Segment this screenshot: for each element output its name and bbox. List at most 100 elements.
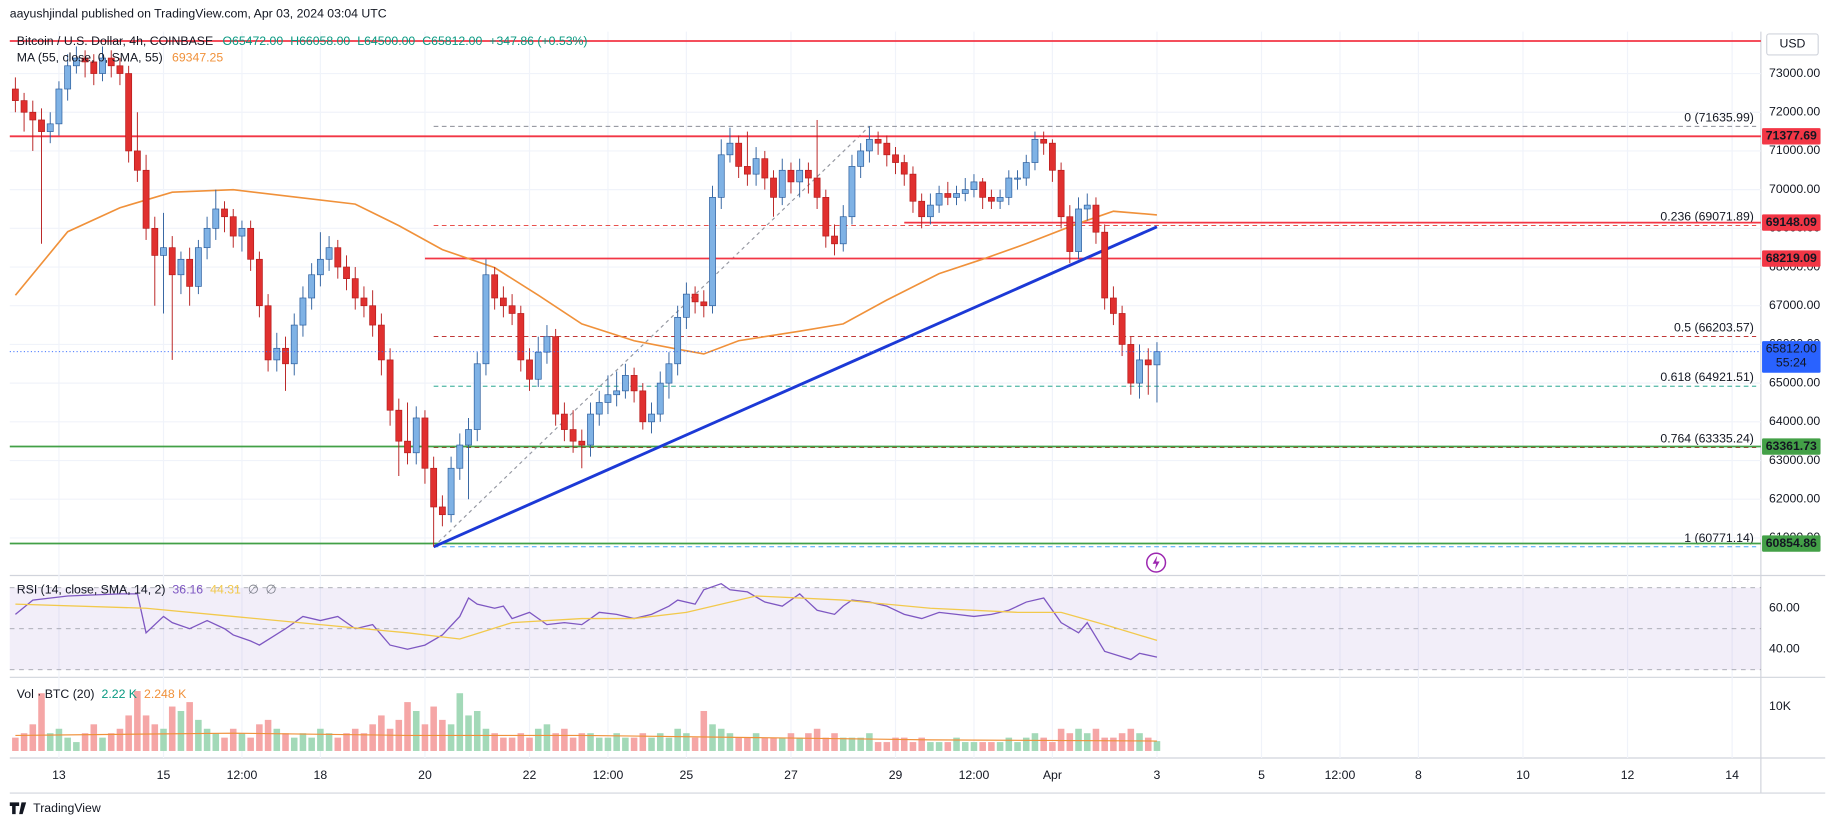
x-tick-label: 18 — [314, 768, 328, 782]
candle-body — [752, 158, 760, 175]
volume-bar — [90, 724, 98, 751]
legend-value: 2.248 K — [144, 687, 187, 701]
fib-label: 1 (60771.14) — [1684, 531, 1754, 545]
y-tick-label: 60.00 — [1769, 600, 1800, 614]
ma-label: MA (55, close, 0, SMA, 55) — [17, 51, 163, 65]
x-tick-label: 13 — [52, 768, 66, 782]
candle-body — [247, 227, 255, 260]
volume-bar — [970, 742, 978, 751]
candle-body — [804, 169, 812, 179]
candle-body — [1031, 138, 1039, 163]
x-tick-label: 12:00 — [959, 768, 990, 782]
y-tick-label: 73000.00 — [1769, 66, 1820, 80]
volume-bar — [264, 719, 272, 751]
candle-body — [865, 138, 873, 152]
volume-bar — [299, 733, 307, 751]
volume-bar — [151, 724, 159, 751]
volume-bar — [1057, 728, 1065, 751]
volume-bar — [648, 737, 655, 751]
candle-body — [325, 247, 333, 260]
y-tick-label: 40.00 — [1769, 641, 1800, 655]
volume-bar — [866, 733, 873, 751]
volume-bar — [20, 733, 28, 751]
x-tick-label: 10 — [1516, 768, 1530, 782]
candle-body — [1092, 204, 1100, 233]
publish-note: aayushjindal published on TradingView.co… — [10, 6, 387, 20]
candle-body — [499, 297, 507, 307]
candle-body — [665, 363, 673, 384]
candle-body — [822, 197, 830, 237]
candle-body — [1109, 297, 1117, 314]
volume-bar — [282, 733, 289, 751]
volume-bar — [578, 733, 586, 751]
x-tick-label: 12:00 — [227, 768, 258, 782]
candle-body — [282, 347, 289, 365]
y-tick-label: 67000.00 — [1769, 298, 1820, 312]
x-tick-label: 27 — [784, 768, 798, 782]
volume-bar — [508, 737, 516, 751]
current-price-label: 65812.00 — [1766, 342, 1817, 356]
candle-body — [194, 247, 202, 287]
volume-bar — [1005, 737, 1013, 751]
candle-body — [543, 336, 551, 353]
candle-body — [996, 197, 1004, 202]
candle-body — [900, 162, 908, 175]
candle-body — [726, 142, 734, 156]
volume-bar — [543, 724, 551, 751]
volume-bar — [256, 724, 263, 751]
x-tick-label: 15 — [157, 768, 171, 782]
candle-body — [892, 154, 899, 163]
candle-body — [421, 417, 429, 469]
symbol-legend: Bitcoin / U.S. Dollar, 4h, COINBASE O6547… — [17, 34, 588, 48]
volume-bar — [212, 733, 220, 751]
candle-body — [700, 301, 708, 307]
candle-body — [961, 189, 969, 194]
candle-body — [987, 197, 995, 202]
fib-label: 0.764 (63335.24) — [1660, 432, 1753, 446]
candle-body — [656, 382, 664, 415]
volume-bar — [787, 733, 795, 751]
currency-box[interactable] — [1766, 33, 1819, 56]
y-tick-label: 63000.00 — [1769, 453, 1820, 467]
candle-body — [107, 57, 115, 67]
volume-bar — [195, 719, 202, 751]
candle-body — [72, 57, 80, 67]
volume-bar — [813, 728, 821, 751]
x-tick-label: 12:00 — [1325, 768, 1356, 782]
volume-bar — [1153, 741, 1161, 751]
volume-bar — [1049, 742, 1056, 751]
volume-bar — [1022, 737, 1030, 751]
x-tick-label: 25 — [680, 768, 694, 782]
fib-trend — [433, 125, 870, 548]
candle-body — [1066, 216, 1074, 252]
volume-legend: Vol · BTC (20) 2.22 K 2.248 K — [17, 687, 187, 701]
y-tick-label: 62000.00 — [1769, 491, 1820, 505]
fib-label: 0.618 (64921.51) — [1660, 370, 1753, 384]
candle-body — [255, 258, 263, 307]
candle-body — [569, 429, 577, 442]
candle-body — [639, 390, 647, 423]
volume-bar — [221, 737, 228, 751]
fib-label: 0.5 (66203.57) — [1674, 321, 1754, 335]
candle-body — [630, 375, 638, 392]
volume-bar — [595, 737, 603, 751]
candle-body — [299, 297, 307, 326]
candle-body — [351, 278, 359, 299]
symbol: Bitcoin / U.S. Dollar, 4h, COINBASE — [17, 34, 213, 48]
volume-bar — [351, 728, 359, 751]
volume-bar — [874, 742, 882, 751]
candle-body — [177, 258, 185, 276]
legend-title: Vol · BTC (20) — [17, 687, 95, 701]
volume-bar — [1144, 737, 1152, 751]
volume-bar — [412, 710, 420, 751]
volume-bar — [142, 715, 150, 751]
volume-bar — [604, 737, 612, 751]
candle-body — [717, 154, 725, 198]
currency[interactable]: USD — [1780, 37, 1806, 51]
candle-body — [186, 258, 194, 287]
candle-body — [508, 305, 516, 314]
ma-legend: MA (55, close, 0, SMA, 55) 69347.25 — [17, 51, 224, 65]
volume-bar — [1136, 733, 1143, 751]
candle-body — [491, 274, 499, 299]
volume-bar — [116, 728, 124, 751]
